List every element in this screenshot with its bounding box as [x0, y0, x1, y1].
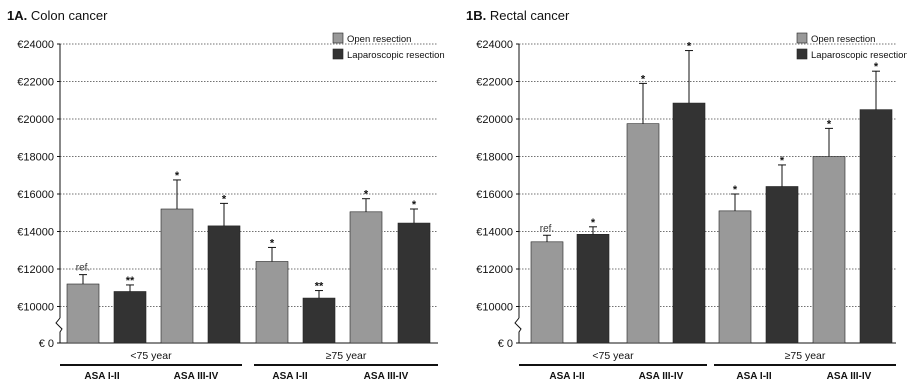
- bar-open: [718, 210, 752, 344]
- reference-label: ref.: [76, 263, 90, 274]
- panel-title: 1B. Rectal cancer: [466, 8, 570, 23]
- subgroup-label: ASA I-II: [736, 371, 771, 382]
- significance-mark: *: [591, 217, 596, 229]
- subgroup-label: ASA I-II: [84, 371, 119, 382]
- y-tick-label: €12000: [17, 264, 54, 276]
- significance-mark: *: [733, 184, 738, 196]
- bar-laparoscopic: [576, 234, 610, 344]
- significance-mark: *: [364, 189, 369, 201]
- bar-open: [160, 208, 194, 344]
- bar-laparoscopic: [765, 186, 799, 344]
- axis-break-mark: [514, 317, 522, 343]
- legend-swatch: [796, 48, 808, 60]
- group-label: ≥75 year: [326, 350, 367, 362]
- colon-cancer-panel: 1A. Colon cancer € 0 €10000 €12000 €14000 €1…: [7, 8, 445, 382]
- y-tick-label: €22000: [476, 77, 513, 89]
- bar-open: [66, 283, 100, 344]
- reference-label: ref.: [540, 223, 554, 234]
- y-tick-label: €20000: [476, 114, 513, 126]
- bar-open: [812, 156, 846, 344]
- y-tick-label: €10000: [476, 302, 513, 314]
- subgroup-label: ASA III-IV: [364, 371, 409, 382]
- subgroup-label: ASA I-II: [549, 371, 584, 382]
- bar-laparoscopic: [302, 297, 336, 344]
- legend-swatch: [796, 32, 808, 44]
- y-tick-label: €22000: [17, 77, 54, 89]
- legend-label: Open resection: [347, 34, 411, 45]
- legend-label: Laparoscopic resection: [811, 50, 907, 61]
- significance-mark: **: [315, 281, 324, 293]
- significance-mark: *: [175, 170, 180, 182]
- bar-open: [530, 241, 564, 344]
- y-tick-label: €16000: [17, 189, 54, 201]
- legend-label: Open resection: [811, 34, 875, 45]
- y-tick-label: €16000: [476, 189, 513, 201]
- legend-swatch: [332, 48, 344, 60]
- y-tick-label: €14000: [17, 227, 54, 239]
- significance-mark: *: [412, 199, 417, 211]
- subgroup-label: ASA III-IV: [639, 371, 684, 382]
- rectal-cancer-panel: 1B. Rectal cancer € 0 €10000 €12000 €14000 €…: [466, 8, 907, 382]
- y-tick-label: €24000: [476, 39, 513, 51]
- y-tick-label: €18000: [476, 152, 513, 164]
- group-label: ≥75 year: [785, 350, 826, 362]
- significance-mark: *: [874, 61, 879, 73]
- bar-open: [626, 123, 660, 344]
- y-tick-label: €10000: [17, 302, 54, 314]
- y-tick-label: € 0: [39, 338, 54, 350]
- bar-laparoscopic: [859, 109, 893, 344]
- legend-swatch: [332, 32, 344, 44]
- bar-laparoscopic: [113, 291, 147, 344]
- y-tick-label: €14000: [476, 227, 513, 239]
- bar-open: [255, 261, 289, 344]
- significance-mark: *: [687, 41, 692, 53]
- bar-open: [349, 211, 383, 344]
- y-tick-label: €18000: [17, 152, 54, 164]
- legend-label: Laparoscopic resection: [347, 50, 445, 61]
- group-label: <75 year: [130, 350, 172, 362]
- significance-mark: *: [827, 118, 832, 130]
- y-tick-label: €24000: [17, 39, 54, 51]
- bar-laparoscopic: [397, 222, 431, 344]
- y-tick-label: €12000: [476, 264, 513, 276]
- y-tick-label: € 0: [498, 338, 513, 350]
- axis-break-mark: [55, 317, 63, 343]
- subgroup-label: ASA III-IV: [827, 371, 872, 382]
- group-label: <75 year: [592, 350, 634, 362]
- bar-laparoscopic: [672, 102, 706, 344]
- subgroup-label: ASA III-IV: [174, 371, 219, 382]
- significance-mark: *: [222, 193, 227, 205]
- panel-title: 1A. Colon cancer: [7, 8, 108, 23]
- significance-mark: **: [126, 275, 135, 287]
- significance-mark: *: [641, 73, 646, 85]
- y-tick-label: €20000: [17, 114, 54, 126]
- bar-laparoscopic: [207, 225, 241, 344]
- significance-mark: *: [270, 237, 275, 249]
- subgroup-label: ASA I-II: [272, 371, 307, 382]
- significance-mark: *: [780, 155, 785, 167]
